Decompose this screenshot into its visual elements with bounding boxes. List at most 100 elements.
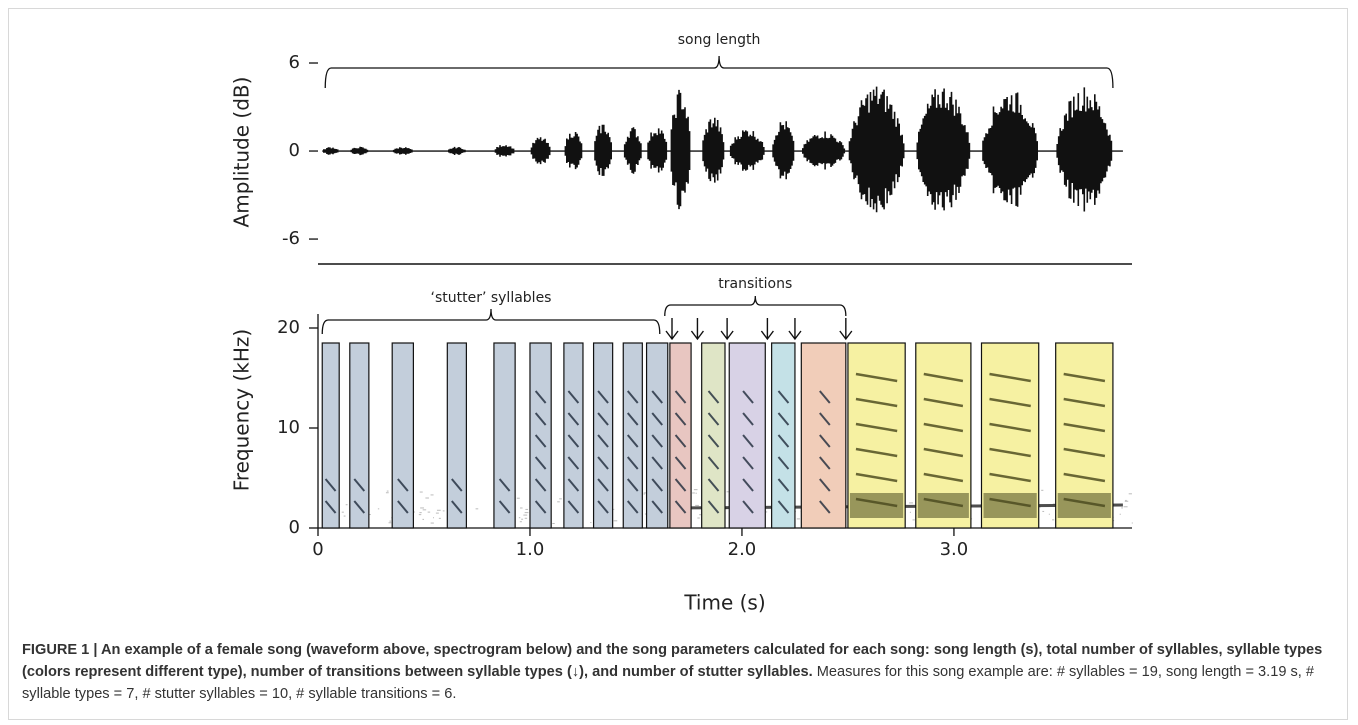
waveform-syllable [801, 132, 846, 170]
spectrogram-noise [521, 519, 523, 520]
waveform-syllable [564, 132, 583, 169]
waveform-syllable [848, 87, 905, 213]
spectrogram-noise [439, 518, 441, 519]
y-axis-label: Amplitude (dB) [230, 77, 254, 228]
spectrogram-noise [520, 507, 523, 508]
spectrogram-noise [436, 513, 439, 514]
spectrogram-noise [697, 518, 699, 519]
page: Amplitude (dB) Frequency (kHz) Time (s) … [0, 0, 1358, 725]
y-axis-label: Frequency (kHz) [230, 329, 254, 491]
x-axis-label: Time (s) [683, 591, 765, 615]
spectrogram-noise [517, 498, 520, 499]
spectrogram-noise [552, 523, 554, 524]
waveform-syllable [702, 118, 725, 183]
spectrogram-noise [476, 508, 479, 509]
spectrogram-noise [425, 498, 429, 499]
waveform-syllable [594, 125, 613, 176]
spectrogram-noise [695, 505, 699, 506]
annotation: ‘stutter’ syllables [431, 290, 552, 306]
spectrogram-noise [797, 518, 800, 519]
song-length-brace [325, 56, 1113, 88]
spectrogram-noise [389, 522, 392, 523]
x-tick-label: 0 [312, 539, 323, 560]
spectrogram-noise [692, 492, 695, 493]
spectrogram-noise [1129, 493, 1132, 494]
spectrogram-noise [525, 509, 528, 510]
figure: Amplitude (dB) Frequency (kHz) Time (s) … [0, 0, 1358, 635]
spectrogram-noise [1132, 523, 1133, 524]
spectrogram-noise [1121, 507, 1123, 508]
spectrogram-noise [910, 512, 911, 513]
spectrogram-noise [525, 512, 529, 513]
x-tick-label: 3.0 [940, 539, 969, 560]
energy [983, 493, 1036, 518]
spectrogram-noise [428, 512, 431, 513]
spectrogram-noise [419, 514, 421, 515]
y-tick-label: 6 [289, 52, 300, 73]
spectrogram-noise [431, 523, 434, 524]
waveform-syllable [982, 93, 1039, 207]
spectrogram-noise [423, 509, 426, 510]
waveform-syllable [350, 147, 369, 155]
waveform-syllable [916, 89, 971, 211]
syllable-box [564, 343, 583, 528]
spectrogram-noise [344, 516, 346, 517]
spectrogram-noise [766, 511, 767, 512]
waveform-syllable [447, 147, 466, 155]
spectrogram-noise [912, 519, 914, 520]
annotation: song length [678, 32, 761, 48]
energy [850, 493, 903, 518]
y-tick-label: -6 [282, 228, 300, 249]
spectrogram-noise [1041, 490, 1043, 491]
spectrogram-noise [614, 520, 618, 521]
transition-arrow [789, 318, 801, 339]
spectrogram-noise [378, 508, 379, 509]
waveform-syllable [1056, 87, 1113, 211]
spectrogram-noise [422, 519, 424, 520]
spectrogram-noise [431, 494, 434, 495]
syllable-box [530, 343, 551, 528]
spectrogram-noise [696, 493, 697, 494]
spectrogram-noise [1125, 500, 1126, 501]
transition-arrow [666, 318, 678, 339]
spectrogram-noise [519, 517, 520, 518]
syllable-box [594, 343, 613, 528]
x-tick-label: 1.0 [516, 539, 545, 560]
waveform-syllable [670, 90, 691, 209]
energy [918, 493, 969, 518]
spectrogram-noise [437, 510, 441, 511]
x-tick-label: 2.0 [728, 539, 757, 560]
syllable-box [729, 343, 765, 528]
spectrogram-noise [909, 502, 913, 503]
waveform-syllable [647, 128, 668, 172]
transition-arrow [691, 318, 703, 339]
waveform-syllable [392, 147, 413, 155]
y-tick-label: 0 [289, 517, 300, 538]
syllable-box [647, 343, 668, 528]
spectrogram-noise [590, 522, 591, 523]
syllable-box [322, 343, 339, 528]
spectrogram-noise [386, 492, 389, 493]
spectrogram-noise [557, 501, 560, 502]
transitions-brace [665, 296, 846, 316]
waveform-syllable [772, 121, 795, 179]
syllable-box [623, 343, 642, 528]
waveform-syllable [494, 145, 515, 157]
spectrogram-noise [420, 492, 423, 493]
spectrogram-noise [387, 491, 389, 492]
spectrogram-noise [1052, 519, 1054, 520]
transition-arrow [721, 318, 733, 339]
spectrogram-noise [1049, 514, 1050, 515]
annotation: transitions [718, 276, 792, 292]
syllable-box [447, 343, 466, 528]
spectrogram-noise [1120, 514, 1121, 515]
spectrogram-noise [389, 521, 391, 522]
spectrogram-noise [1124, 506, 1128, 507]
waveform-syllable [530, 137, 551, 164]
spectrogram-noise [433, 517, 434, 518]
spectrogram-noise [559, 498, 562, 499]
spectrogram-noise [520, 521, 522, 522]
syllable-box [801, 343, 846, 528]
y-tick-label: 10 [277, 417, 300, 438]
waveform-syllable [729, 130, 765, 170]
